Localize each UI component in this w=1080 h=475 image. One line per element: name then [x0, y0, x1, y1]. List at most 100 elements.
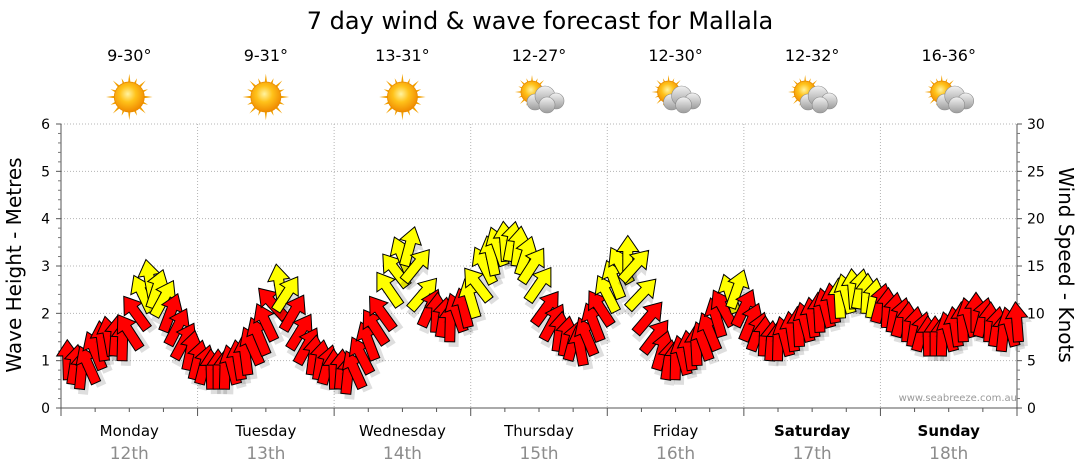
sun-ray	[940, 74, 943, 83]
sunny-icon	[242, 73, 290, 121]
wind-arrow	[163, 308, 191, 353]
wind-arrow	[369, 295, 404, 334]
wind-arrow-body	[369, 295, 398, 333]
day-name: Friday	[653, 422, 699, 440]
cloud-puff	[538, 96, 556, 114]
day-friday: 12-30° Friday 16th	[648, 46, 703, 464]
y2-tick-label: 5	[1027, 354, 1036, 370]
day-name: Wednesday	[359, 422, 446, 440]
wind-arrows	[55, 220, 1032, 400]
wind-arrow-body	[617, 249, 650, 285]
temp-range: 16-36°	[921, 46, 976, 65]
wind-arrow	[271, 276, 299, 320]
temp-range: 9-30°	[107, 46, 151, 65]
y2-tick-label: 30	[1027, 117, 1045, 133]
cloud	[936, 85, 975, 114]
wind-arrow-body	[725, 269, 750, 310]
wind-arrow-body	[623, 278, 657, 313]
sun-ray	[127, 73, 131, 84]
sun-disc	[250, 81, 282, 113]
day-saturday: 12-32° Saturday 17th	[774, 46, 851, 464]
temp-range: 12-30°	[648, 46, 703, 65]
partly-cloudy-icon	[514, 74, 565, 114]
wind-arrow-body	[398, 225, 423, 268]
wind-arrow	[725, 269, 752, 316]
temp-range: 12-27°	[512, 46, 567, 65]
wind-arrow	[399, 248, 430, 291]
sun-ray	[415, 95, 426, 99]
sun-disc	[387, 81, 418, 113]
day-name: Saturday	[774, 422, 851, 440]
partly-cloudy-icon	[651, 74, 701, 114]
day-name: Monday	[100, 422, 159, 440]
y2-tick-label: 25	[1027, 164, 1045, 180]
sun-ray	[804, 74, 807, 83]
day-name: Tuesday	[234, 422, 296, 440]
wind-arrow-body	[631, 301, 663, 337]
sun-ray	[401, 110, 404, 121]
sun-ray	[379, 95, 389, 99]
sun-ray	[127, 110, 131, 121]
wind-arrow-body	[516, 247, 545, 286]
partly-cloudy-icon	[924, 74, 975, 114]
sun-ray	[106, 95, 116, 99]
sun-ray	[401, 73, 404, 84]
wind-arrow-body	[464, 267, 494, 304]
sun-ray	[531, 74, 533, 83]
chart-title: 7 day wind & wave forecast for Mallala	[307, 7, 773, 35]
wind-arrow	[623, 278, 657, 319]
wind-arrow-body	[523, 266, 552, 305]
wind-arrow	[116, 313, 150, 353]
y-tick-label: 2	[41, 306, 50, 322]
sun-ray	[242, 95, 253, 99]
wind-arrow-body	[116, 313, 145, 352]
wind-arrow-body	[278, 294, 306, 333]
sunny-icon	[106, 73, 153, 121]
y-tick-label: 3	[41, 259, 50, 275]
cloud	[526, 85, 565, 114]
sun-ray	[264, 73, 268, 84]
y-tick-label: 1	[41, 354, 50, 370]
wind-arrow	[376, 271, 410, 311]
y2-tick-label: 20	[1027, 212, 1045, 228]
watermark: www.seabreeze.com.au	[899, 393, 1017, 404]
wind-arrow	[523, 266, 552, 310]
y-tick-label: 0	[41, 401, 50, 417]
wind-arrow-body	[1004, 300, 1029, 343]
y2-axis-label: Wind Speed - Knots	[1054, 167, 1078, 363]
cloud-puff	[948, 96, 966, 114]
wind-arrow-body	[271, 276, 299, 314]
day-sunday: 16-36° Sunday 18th	[918, 46, 981, 464]
wind-arrow	[631, 301, 663, 343]
day-thursday: 12-27° Thursday 15th	[503, 46, 574, 464]
temp-range: 12-32°	[785, 46, 840, 65]
y2-tick-label: 10	[1027, 306, 1045, 322]
day-name: Thursday	[503, 422, 574, 440]
wind-arrow	[617, 249, 650, 290]
y-tick-label: 4	[41, 212, 50, 228]
cloud-puff	[675, 96, 692, 114]
wind-arrow	[516, 247, 545, 292]
wind-arrow	[1004, 300, 1032, 347]
cloud	[663, 85, 701, 114]
day-date: 18th	[929, 444, 968, 464]
sunny-icon	[379, 73, 426, 121]
sun-disc	[113, 81, 145, 113]
cloud	[799, 85, 838, 114]
day-monday: 9-30° Monday 12th	[100, 46, 159, 464]
day-date: 14th	[383, 444, 422, 464]
day-tuesday: 9-31° Tuesday 13th	[234, 46, 296, 464]
sun-ray	[142, 95, 153, 99]
y-tick-label: 6	[41, 117, 50, 133]
wind-arrow	[278, 294, 307, 339]
day-date: 15th	[519, 444, 558, 464]
wind-arrow	[464, 267, 500, 305]
y-tick-label: 5	[41, 164, 50, 180]
temp-range: 13-31°	[375, 46, 430, 65]
day-columns: 9-30° Monday 12th 9-31° Tuesday 13th 13-31° Wed…	[100, 46, 980, 464]
day-name: Sunday	[918, 422, 981, 440]
sun-ray	[667, 74, 670, 83]
day-date: 13th	[246, 444, 285, 464]
temp-range: 9-31°	[244, 46, 288, 65]
y2-tick-label: 15	[1027, 259, 1045, 275]
